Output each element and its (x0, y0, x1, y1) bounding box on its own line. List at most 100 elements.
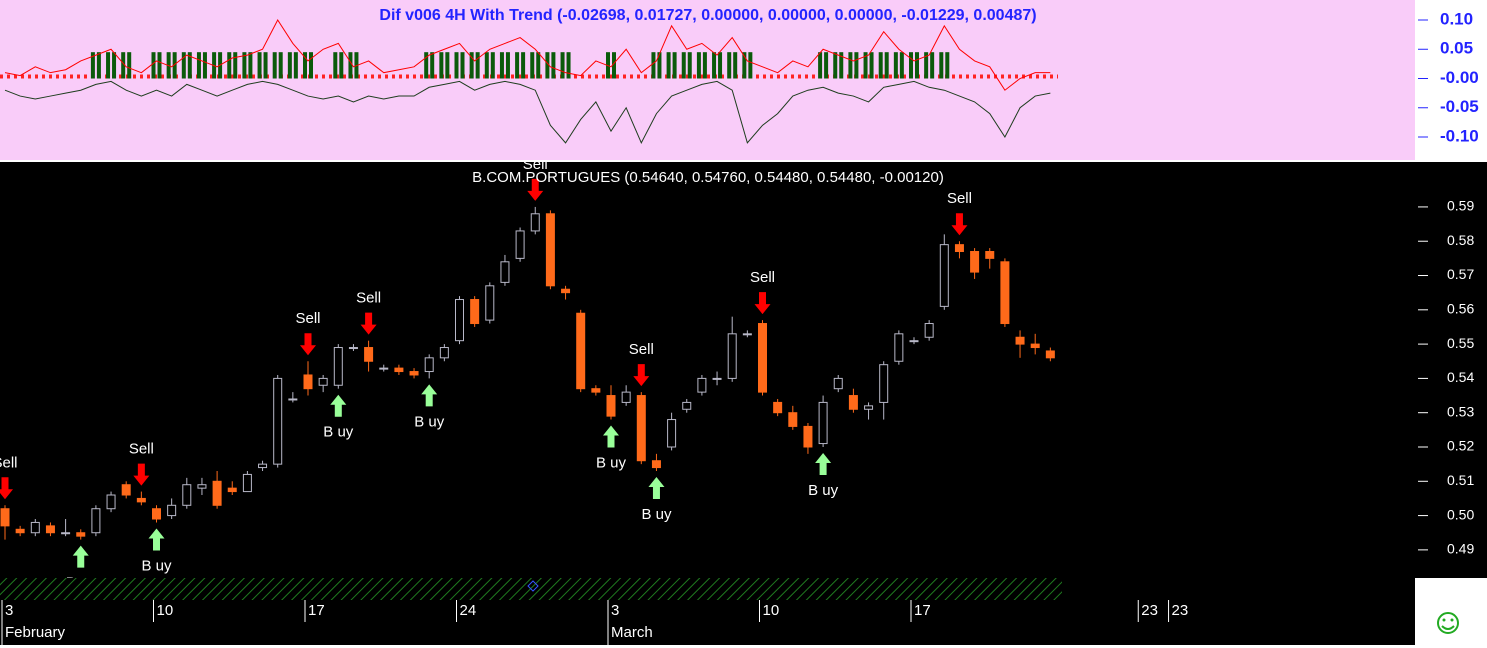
candle-body (651, 460, 661, 469)
candle-body (76, 532, 86, 537)
trend-bar (121, 52, 126, 79)
trend-bar (505, 52, 510, 79)
trend-bar (924, 52, 929, 79)
trend-bar (824, 52, 829, 79)
candle-body (30, 521, 40, 534)
trend-bar (106, 52, 111, 79)
trend-bar (899, 52, 904, 79)
trend-bar (939, 52, 944, 79)
candle-body (303, 374, 313, 390)
trend-bar (833, 52, 838, 79)
candle-body (333, 347, 343, 386)
candle-body (500, 261, 510, 283)
candle-body (803, 425, 813, 448)
candle-body (121, 484, 131, 496)
candle-body (758, 323, 767, 393)
trend-bar (884, 52, 889, 79)
trend-bar (172, 52, 177, 79)
trend-bar (530, 52, 535, 79)
candle-body (348, 347, 358, 350)
candle-body (197, 484, 207, 489)
candle-body (439, 347, 449, 359)
trend-bar (748, 52, 753, 79)
trend-bar (454, 52, 459, 79)
candle-body (530, 213, 540, 232)
candle-body (394, 367, 404, 373)
candle-body (954, 244, 964, 253)
candle-body (258, 463, 268, 469)
y-tick-label: 0.56 (1447, 301, 1474, 317)
trend-bar (657, 52, 662, 79)
candle-body (455, 299, 464, 342)
sell-arrow (633, 364, 650, 387)
trend-bar (863, 52, 868, 79)
indicator-line (4, 19, 1051, 91)
y-tick-label: 0.59 (1447, 198, 1474, 214)
trend-bar (909, 52, 913, 79)
trend-bar (309, 52, 313, 79)
trend-bar (333, 52, 338, 79)
candle-body (1000, 261, 1010, 325)
trend-bar (293, 52, 298, 79)
sell-label: Sell (947, 190, 972, 207)
trend-bar (445, 52, 450, 79)
candle-body (1030, 343, 1040, 349)
y-tick-label: 0.52 (1447, 438, 1474, 454)
trend-bar (515, 52, 520, 79)
trend-bar (484, 52, 489, 79)
trend-bar (945, 52, 950, 79)
candle-body (697, 377, 707, 393)
candle-body (182, 484, 192, 506)
buy-arrow (330, 394, 347, 417)
trend-bar (439, 52, 444, 79)
x-tick-label: 3 (611, 602, 619, 619)
candle-body (242, 473, 252, 493)
y-tick-label: 0.51 (1447, 472, 1474, 488)
trend-bar (551, 52, 556, 79)
sell-label: Sell (750, 269, 775, 286)
candle-body (212, 480, 222, 506)
x-tick-label: 10 (763, 602, 780, 619)
candle-body (742, 333, 752, 336)
trend-bar (727, 52, 732, 79)
x-tick-label: 10 (157, 602, 174, 619)
candle-body (970, 251, 980, 273)
sell-arrow (527, 178, 544, 201)
y-tick-label: 0.54 (1447, 369, 1474, 385)
y-tick-label: 0.53 (1447, 403, 1474, 419)
trend-bar (712, 52, 717, 79)
trend-bar (915, 52, 919, 79)
trend-bar (869, 52, 874, 79)
x-tick-label: 17 (914, 602, 931, 619)
trend-bar (687, 52, 692, 79)
status-icon[interactable] (1437, 612, 1459, 634)
trend-bar (818, 52, 823, 79)
trend-bar (893, 52, 898, 79)
candle-body (409, 371, 419, 376)
candle-body (379, 367, 389, 370)
trend-bar (878, 52, 883, 79)
trend-bar (536, 52, 541, 79)
candle-body (576, 312, 586, 390)
candle-body (591, 388, 601, 393)
candle-body (712, 377, 722, 380)
indicator-title: Dif v006 4H With Trend (-0.02698, 0.0172… (379, 7, 1036, 24)
candle-body (833, 377, 843, 390)
candle-body (424, 357, 434, 373)
candle-body (0, 508, 10, 527)
trend-bar (96, 52, 101, 79)
trend-bar (303, 52, 307, 79)
candle-body (470, 299, 480, 325)
candle-body (636, 395, 646, 462)
buy-label: B uy (66, 575, 97, 592)
trend-bar (263, 52, 268, 79)
indicator-line (4, 80, 1051, 145)
buy-label: B uy (808, 482, 839, 499)
x-tick-label: 17 (308, 602, 325, 619)
trend-bar (257, 52, 262, 79)
candle-body (1045, 350, 1055, 359)
trend-bar (339, 52, 344, 79)
trend-bar (930, 52, 935, 79)
trend-bar (202, 52, 207, 79)
